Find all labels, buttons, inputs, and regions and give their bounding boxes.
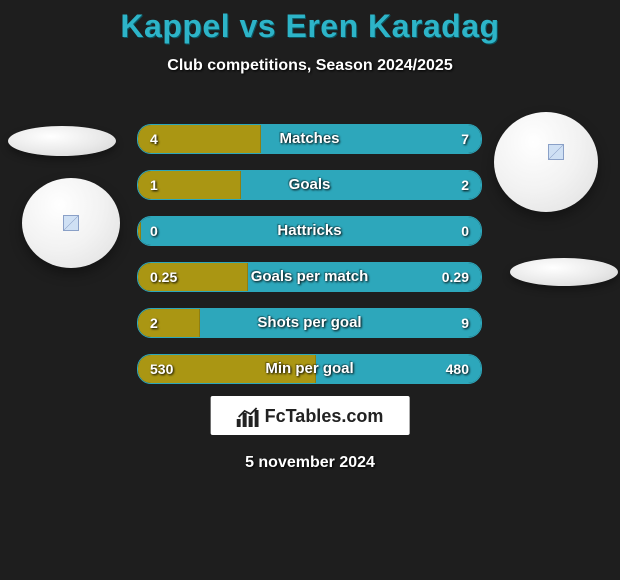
- stat-row: 0.250.29Goals per match: [137, 262, 482, 292]
- placeholder-icon: [63, 215, 79, 231]
- brand-text: FcTables.com: [265, 406, 384, 427]
- stat-row: 00Hattricks: [137, 216, 482, 246]
- left-player-graphic: [8, 118, 128, 288]
- stat-label: Goals per match: [138, 263, 481, 291]
- stat-label: Shots per goal: [138, 309, 481, 337]
- stat-row: 47Matches: [137, 124, 482, 154]
- stat-row: 29Shots per goal: [137, 308, 482, 338]
- footer-date: 5 november 2024: [0, 454, 620, 472]
- brand-badge: FcTables.com: [211, 396, 410, 435]
- infographic-root: Kappel vs Eren Karadag Club competitions…: [0, 0, 620, 580]
- ball-ellipse-top-left: [8, 126, 116, 156]
- subtitle: Club competitions, Season 2024/2025: [0, 57, 620, 75]
- stat-row: 530480Min per goal: [137, 354, 482, 384]
- placeholder-icon: [548, 144, 564, 160]
- stat-label: Hattricks: [138, 217, 481, 245]
- stat-row: 12Goals: [137, 170, 482, 200]
- ball-left: [22, 178, 120, 268]
- ball-ellipse-bottom-right: [510, 258, 618, 286]
- page-title: Kappel vs Eren Karadag: [0, 0, 620, 45]
- stat-label: Matches: [138, 125, 481, 153]
- stat-label: Min per goal: [138, 355, 481, 383]
- stat-label: Goals: [138, 171, 481, 199]
- ball-right: [494, 112, 598, 212]
- stats-bars: 47Matches 12Goals 00Hattricks 0.250.29Goals…: [137, 124, 482, 400]
- chart-icon: [237, 407, 259, 427]
- right-player-graphic: [492, 118, 612, 288]
